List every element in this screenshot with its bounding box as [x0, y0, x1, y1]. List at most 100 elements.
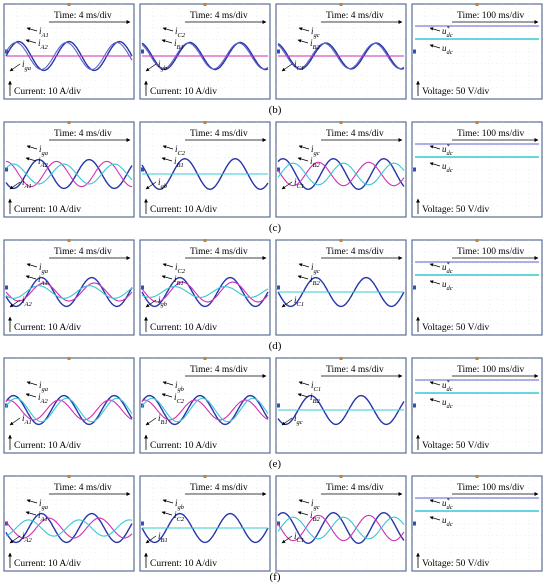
annotation-arrow	[162, 27, 174, 32]
annotation-arrow	[145, 299, 157, 308]
annotation-arrow	[9, 63, 21, 72]
label-i-C2: iC2	[174, 510, 185, 523]
annotation-arrow	[26, 27, 38, 32]
annotation-arrow	[429, 145, 441, 150]
trigger-marker	[203, 3, 207, 6]
voltage-scale-label: Voltage: 50 V/div	[422, 205, 489, 215]
annotation-arrow	[26, 263, 38, 268]
trigger-marker	[475, 357, 479, 360]
annotation-arrow	[25, 393, 37, 398]
label-i-gb: igb	[158, 59, 168, 72]
annotation-arrow	[26, 499, 38, 504]
annotation-arrow	[162, 263, 174, 268]
label-i-C1: iC1	[311, 380, 321, 393]
trigger-marker	[339, 121, 343, 124]
label-i-C2: iC2	[175, 144, 186, 157]
trace-blue	[5, 276, 133, 308]
label-u-dc: u* dc	[442, 262, 453, 275]
ground-marker	[413, 49, 416, 54]
time-scale-label: Time: 4 ms/div	[190, 365, 248, 375]
ground-marker	[277, 403, 280, 408]
label-i-B1: iB1	[174, 274, 184, 287]
current-scale-label: Current: 10 A/div	[150, 441, 217, 451]
annotation-arrow	[161, 157, 173, 162]
trace-blue	[277, 511, 405, 545]
label-u-dc: udc	[442, 397, 453, 410]
annotation-arrow	[298, 499, 310, 504]
annotation-arrow	[25, 275, 37, 280]
subfigure-label: (b)	[269, 104, 282, 116]
trace-purple	[5, 41, 133, 71]
subfigure-label: (f)	[270, 571, 281, 583]
trace-magenta	[5, 282, 133, 302]
time-scale-label: Time: 4 ms/div	[326, 247, 384, 257]
current-scale-label: Current: 10 A/div	[150, 205, 217, 215]
label-i-A2: iA2	[38, 38, 48, 51]
annotation-arrow	[429, 27, 441, 32]
trigger-marker	[339, 239, 343, 242]
trace-cyan	[5, 285, 133, 299]
label-u-dc: udc	[442, 43, 453, 56]
scope-panel-d-4: Time: 100 ms/div Voltage: 50 V/div u* dc udc	[411, 239, 543, 336]
trace-purple	[141, 42, 269, 70]
trace-blue	[277, 394, 405, 426]
ground-marker	[141, 167, 144, 172]
annotation-arrow	[25, 511, 37, 516]
trace-blue	[5, 158, 133, 190]
ground-marker	[277, 167, 280, 172]
annotation-arrow	[297, 39, 309, 44]
ground-marker	[413, 521, 416, 526]
label-i-B2: iB2	[310, 392, 320, 405]
trace-magenta	[277, 514, 405, 542]
trace-purple	[277, 42, 405, 70]
trigger-marker	[203, 121, 207, 124]
label-i-B2: iB2	[310, 156, 320, 169]
voltage-scale-label: Voltage: 50 V/div	[422, 441, 489, 451]
subfigure-label: (e)	[269, 458, 282, 470]
trigger-marker	[475, 3, 479, 6]
annotation-arrow	[25, 39, 37, 44]
annotation-arrow	[297, 157, 309, 162]
ground-marker	[141, 49, 144, 54]
trace-blue	[141, 157, 269, 191]
current-scale-label: Current: 10 A/div	[14, 87, 81, 97]
subfigure-label: (c)	[269, 222, 282, 234]
trace-blue	[141, 512, 269, 544]
label-i-gb: igb	[175, 380, 185, 393]
annotation-arrow	[162, 499, 174, 504]
annotation-arrow	[9, 181, 21, 190]
time-scale-label: Time: 4 ms/div	[190, 11, 248, 21]
annotation-arrow	[281, 535, 293, 544]
trace-cyan	[5, 397, 133, 423]
label-i-B1: iB1	[158, 413, 168, 426]
ground-marker	[413, 285, 416, 290]
subfigure-label: (d)	[269, 340, 282, 352]
time-scale-label: Time: 100 ms/div	[457, 247, 524, 257]
time-scale-label: Time: 4 ms/div	[326, 365, 384, 375]
annotation-arrow	[145, 535, 157, 544]
annotation-arrow	[162, 145, 174, 150]
label-i-A1: iA1	[22, 177, 32, 190]
time-scale-label: Time: 4 ms/div	[326, 483, 384, 493]
trace-magenta	[5, 399, 133, 421]
trace-blue	[5, 512, 133, 544]
trigger-marker	[203, 475, 207, 478]
annotation-arrow	[281, 181, 293, 190]
label-i-gb: igb	[158, 177, 168, 190]
label-u-dc: u* dc	[442, 498, 453, 511]
label-i-A2: iA2	[22, 295, 32, 308]
scope-panel-e-4: Time: 100 ms/div Voltage: 50 V/div u* dc udc	[411, 357, 543, 454]
annotation-arrow	[297, 275, 309, 280]
label-i-B1: iB1	[158, 531, 168, 544]
label-u-dc: u* dc	[442, 26, 453, 39]
label-i-C1: iC1	[294, 295, 304, 308]
label-i-C1: iC1	[294, 177, 304, 190]
label-i-A2: iA2	[38, 156, 48, 169]
annotation-arrow	[297, 393, 309, 398]
